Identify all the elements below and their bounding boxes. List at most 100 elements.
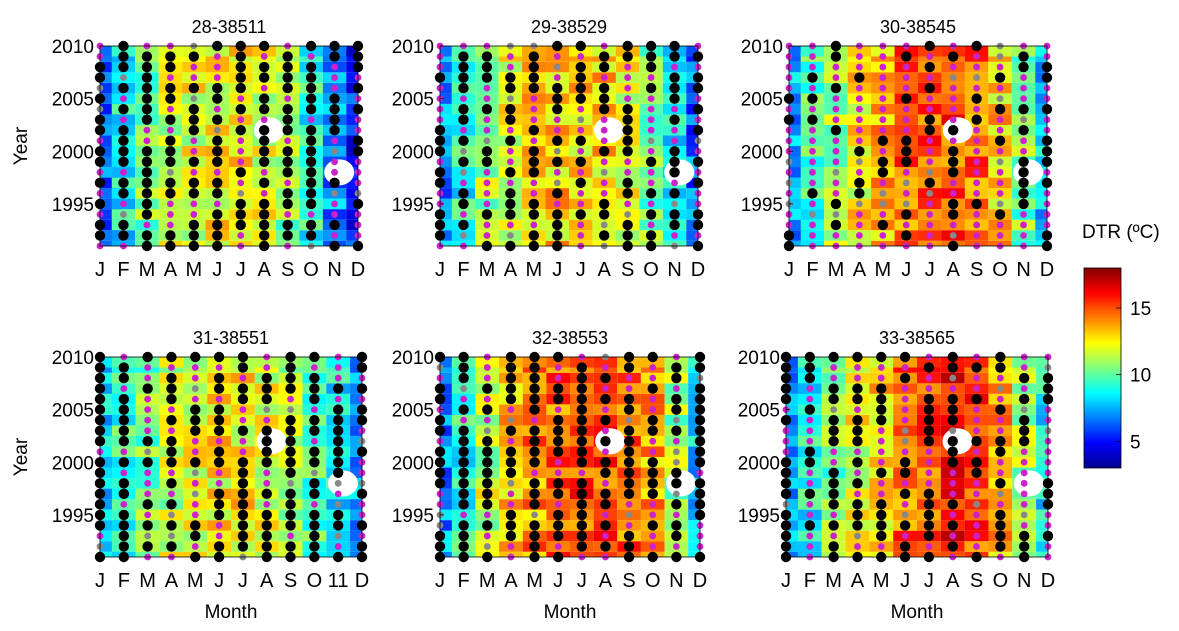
observation-dot <box>261 436 272 447</box>
observation-dot <box>554 543 562 550</box>
contour-cell <box>451 357 476 368</box>
observation-dot <box>622 188 633 199</box>
x-tick-label: A <box>599 570 613 592</box>
observation-dot <box>647 478 658 489</box>
contour-cell <box>350 372 362 384</box>
contour-cell <box>824 46 848 57</box>
observation-dot <box>235 125 246 136</box>
observation-dot <box>832 147 840 155</box>
observation-dot <box>165 61 176 73</box>
y-tick-label: 2010 <box>741 37 783 58</box>
observation-dot <box>1018 177 1029 189</box>
observation-dot <box>553 63 561 71</box>
observation-dot <box>672 448 680 456</box>
observation-dot <box>806 395 814 403</box>
observation-dot <box>1020 490 1028 498</box>
contour-cell <box>1035 61 1047 73</box>
observation-dot <box>1020 511 1028 519</box>
observation-dot <box>647 457 658 468</box>
contour-cell <box>786 372 810 384</box>
observation-dot <box>305 135 317 146</box>
observation-dot <box>458 499 469 510</box>
contour-cell <box>350 357 362 368</box>
contour-cell <box>231 357 255 368</box>
observation-dot <box>483 232 491 239</box>
observation-dot <box>996 63 1004 71</box>
observation-dot <box>118 125 129 136</box>
observation-dot <box>828 520 839 531</box>
contour-cell <box>686 46 698 57</box>
observation-dot <box>996 500 1004 508</box>
observation-dot <box>261 520 272 531</box>
contour-cell <box>686 61 698 73</box>
x-tick-label: D <box>691 259 705 281</box>
observation-dot <box>142 520 153 531</box>
observation-dot <box>307 53 315 60</box>
observation-dot <box>483 364 491 371</box>
contour-cell <box>688 457 700 468</box>
observation-dot <box>261 383 272 394</box>
observation-dot <box>926 105 934 113</box>
observation-dot <box>832 168 840 176</box>
observation-dot <box>947 209 959 220</box>
colorbar-tick-label: 15 <box>1130 299 1151 320</box>
observation-dot <box>575 93 586 104</box>
observation-dot <box>144 490 152 498</box>
observation-dot <box>598 146 610 157</box>
observation-dot <box>577 105 585 113</box>
observation-dot <box>809 126 816 134</box>
observation-dot <box>144 374 152 382</box>
observation-dot <box>949 221 957 229</box>
contour-cell <box>617 357 641 368</box>
observation-dot <box>973 416 980 424</box>
observation-dot <box>598 82 610 94</box>
observation-dot <box>237 158 245 166</box>
observation-dot <box>141 93 153 104</box>
panel-title: 29-38529 <box>531 17 607 37</box>
observation-dot <box>828 488 839 500</box>
observation-dot <box>647 126 655 134</box>
observation-dot <box>647 137 655 145</box>
observation-dot <box>166 520 177 531</box>
observation-dot <box>258 230 270 241</box>
observation-dot <box>118 219 129 231</box>
observation-dot <box>902 63 910 71</box>
observation-dot <box>483 200 491 208</box>
contour-cell <box>686 188 698 199</box>
observation-dot <box>191 437 199 445</box>
y-tick-label: 1995 <box>738 506 780 527</box>
observation-dot <box>996 469 1004 477</box>
observation-dot <box>622 146 633 157</box>
observation-dot <box>237 137 245 145</box>
observation-dot <box>809 147 816 155</box>
observation-dot <box>530 95 538 103</box>
observation-dot <box>481 146 493 157</box>
observation-dot <box>923 520 935 531</box>
observation-dot <box>671 63 678 71</box>
observation-dot <box>506 232 514 239</box>
observation-dot <box>166 457 177 468</box>
observation-dot <box>971 93 982 104</box>
observation-dot <box>483 116 491 124</box>
contour-cell <box>688 541 700 552</box>
observation-dot <box>505 103 516 115</box>
observation-dot <box>852 520 863 531</box>
observation-dot <box>553 200 561 208</box>
x-tick-label: M <box>828 259 845 281</box>
observation-dot <box>973 511 980 519</box>
observation-dot <box>971 467 982 478</box>
observation-dot <box>994 209 1006 220</box>
observation-dot <box>804 372 816 384</box>
observation-dot <box>806 385 814 392</box>
observation-dot <box>287 406 294 414</box>
observation-dot <box>575 82 586 94</box>
observation-dot <box>996 84 1004 92</box>
observation-dot <box>458 103 469 115</box>
observation-dot <box>258 135 270 146</box>
x-tick-label: D <box>1041 570 1055 592</box>
observation-dot <box>806 427 814 435</box>
observation-dot <box>258 219 270 231</box>
x-tick-label: S <box>621 259 634 281</box>
observation-dot <box>671 372 682 384</box>
observation-dot <box>305 72 317 83</box>
